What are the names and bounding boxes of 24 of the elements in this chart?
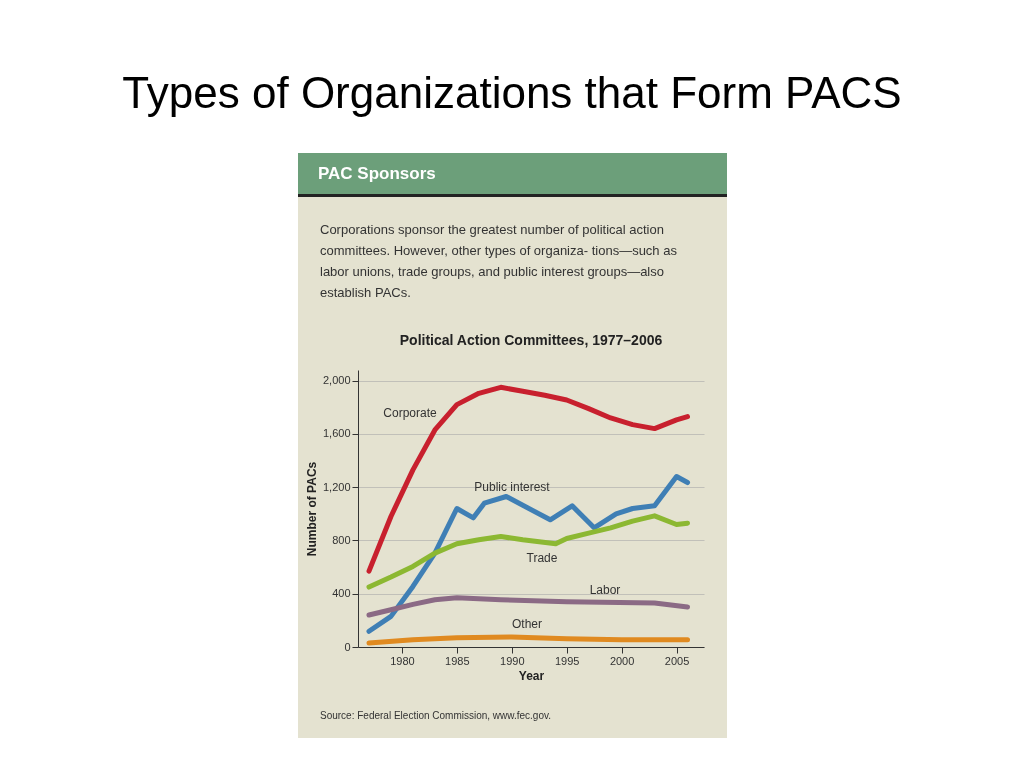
text: PAC Sponsors — [298, 153, 727, 197]
series-label: Public interest — [474, 480, 551, 494]
source-note: Source: Federal Election Commission, www.fec.gov. — [320, 710, 552, 721]
series-label: Trade — [526, 551, 558, 565]
y-tick-label: 400 — [332, 587, 351, 600]
y-tick-label: 1,200 — [322, 480, 351, 493]
x-tick-label: 1995 — [554, 654, 580, 667]
series-label: Labor — [589, 583, 621, 597]
x-tick-label: 2005 — [664, 654, 690, 667]
chart-title: Types of Organizations that Form PACS — [121, 68, 903, 118]
x-tick-label: 1980 — [390, 654, 415, 667]
x-axis-title: Year — [518, 668, 545, 683]
y-tick-label: 0 — [344, 640, 351, 653]
y-tick-label: 800 — [332, 533, 351, 546]
y-axis-title: Number of PACs — [304, 461, 319, 557]
series-label: Other — [511, 617, 543, 631]
y-tick-label: 2,000 — [322, 374, 351, 387]
chart-subtitle: Political Action Committees, 1977–2006 — [399, 332, 663, 348]
series-label: Corporate — [383, 406, 437, 420]
text: Corporations sponsor the greatest number of political action committees. However, other types of organiza- tions—such as labor unions, trade groups, and public interest groups—also establish PACs. — [320, 221, 678, 302]
x-tick-label: 1990 — [500, 654, 525, 667]
x-tick-label: 2000 — [609, 654, 635, 667]
x-tick-label: 1985 — [445, 654, 470, 667]
y-tick-label: 1,600 — [322, 427, 351, 440]
